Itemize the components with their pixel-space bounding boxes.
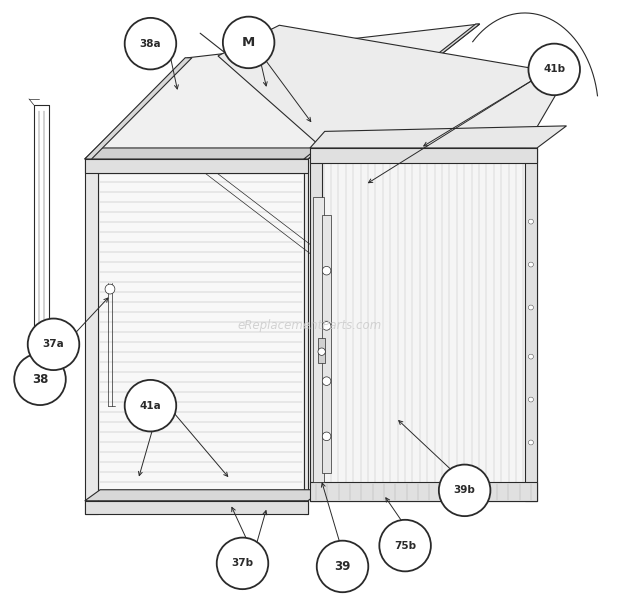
Circle shape xyxy=(439,464,490,516)
Circle shape xyxy=(528,354,533,359)
Polygon shape xyxy=(310,148,537,501)
Polygon shape xyxy=(318,338,326,363)
Polygon shape xyxy=(310,126,567,148)
Circle shape xyxy=(318,348,326,355)
Circle shape xyxy=(125,380,176,432)
Text: eReplacementParts.com: eReplacementParts.com xyxy=(238,319,382,333)
Polygon shape xyxy=(85,159,308,172)
Circle shape xyxy=(217,538,268,589)
Polygon shape xyxy=(85,490,323,501)
Polygon shape xyxy=(310,148,537,164)
Polygon shape xyxy=(99,172,304,501)
Polygon shape xyxy=(313,197,324,482)
Polygon shape xyxy=(525,148,537,501)
Text: 41a: 41a xyxy=(140,401,161,411)
Circle shape xyxy=(14,354,66,405)
Text: 39b: 39b xyxy=(454,485,476,495)
Polygon shape xyxy=(310,148,322,501)
Circle shape xyxy=(223,17,275,68)
Circle shape xyxy=(105,284,115,294)
Polygon shape xyxy=(310,482,537,501)
Polygon shape xyxy=(304,159,308,514)
Text: M: M xyxy=(242,36,255,49)
Text: 75b: 75b xyxy=(394,541,416,550)
Text: 41b: 41b xyxy=(543,65,565,74)
Polygon shape xyxy=(304,24,480,159)
Circle shape xyxy=(125,18,176,69)
Polygon shape xyxy=(85,501,308,514)
Text: 37b: 37b xyxy=(231,558,254,568)
Circle shape xyxy=(322,322,331,330)
Circle shape xyxy=(322,432,331,441)
Text: 38a: 38a xyxy=(140,39,161,49)
Text: 37a: 37a xyxy=(43,339,64,349)
Polygon shape xyxy=(85,58,192,159)
Text: 38: 38 xyxy=(32,373,48,386)
Circle shape xyxy=(317,541,368,592)
Circle shape xyxy=(528,305,533,310)
Circle shape xyxy=(528,262,533,267)
Circle shape xyxy=(528,219,533,224)
Polygon shape xyxy=(322,215,331,473)
Circle shape xyxy=(379,520,431,571)
Polygon shape xyxy=(218,25,568,148)
Circle shape xyxy=(28,319,79,370)
Circle shape xyxy=(528,440,533,445)
Text: 39: 39 xyxy=(334,560,351,573)
Polygon shape xyxy=(85,24,480,159)
Circle shape xyxy=(322,377,331,386)
Polygon shape xyxy=(85,159,99,514)
Polygon shape xyxy=(85,148,323,159)
Circle shape xyxy=(322,266,331,275)
Circle shape xyxy=(528,44,580,95)
Circle shape xyxy=(528,397,533,402)
